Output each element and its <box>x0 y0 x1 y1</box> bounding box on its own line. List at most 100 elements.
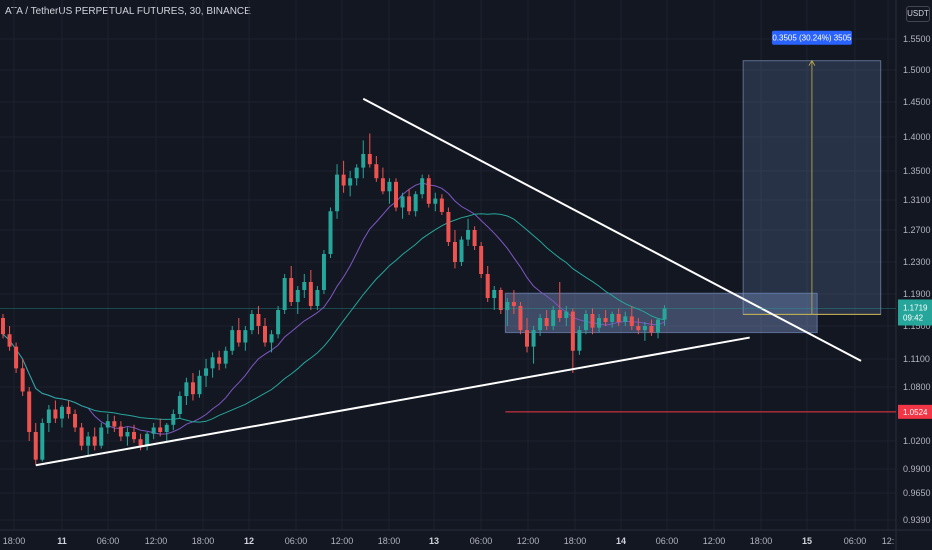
candle-body <box>184 382 189 396</box>
price-tick-label: 1.5500 <box>903 34 931 44</box>
candle-body <box>459 239 464 262</box>
candle-body <box>400 196 405 208</box>
position-label-box <box>771 30 852 45</box>
price-tick-label: 1.3100 <box>903 195 931 205</box>
candle-body <box>420 178 425 195</box>
candle-body <box>531 330 536 347</box>
candle-body <box>557 310 562 318</box>
candle-body <box>583 314 588 331</box>
price-tick-label: 1.4500 <box>903 97 931 107</box>
candle-body <box>302 282 307 290</box>
time-tick-label: 06:00 <box>285 536 308 546</box>
ma-slow-line <box>2 213 665 423</box>
price-tick-label: 1.5000 <box>903 65 931 75</box>
candle-body <box>466 230 471 240</box>
time-tick-label: 18:00 <box>564 536 587 546</box>
candle-body <box>380 178 385 192</box>
candle-body <box>348 178 353 186</box>
candle-body <box>335 174 340 212</box>
time-tick-label: 12:00 <box>517 536 540 546</box>
ascending-trendline <box>35 336 750 467</box>
candle-body <box>479 246 484 274</box>
candle-body <box>223 350 228 364</box>
candle-body <box>7 334 12 347</box>
time-tick-label: 18:00 <box>3 536 26 546</box>
candle-body <box>282 278 287 310</box>
time-tick-label: 06:00 <box>97 536 120 546</box>
candle-body <box>73 414 78 428</box>
candle-body <box>86 436 91 446</box>
price-tick-label: 1.3500 <box>903 166 931 176</box>
candle-body <box>472 230 477 246</box>
candle-body <box>426 178 431 204</box>
candle-body <box>105 421 110 428</box>
position-label: 0.3505 (30.24%) 3505 <box>772 34 852 43</box>
candle-body <box>210 357 215 369</box>
candle-body <box>413 194 418 212</box>
candle-body <box>92 436 97 446</box>
candle-body <box>656 319 660 333</box>
candle-body <box>20 368 25 392</box>
price-tick-label: 1.2300 <box>903 257 931 267</box>
chart-overlays: 0.3505 (30.24%) 3505 <box>0 30 896 413</box>
descending-trendline <box>362 97 862 362</box>
candle-body <box>132 432 136 440</box>
candle-body <box>236 330 241 343</box>
currency-badge[interactable]: USDT <box>906 6 930 22</box>
candle-body <box>518 306 523 331</box>
price-tick-label: 1.1900 <box>903 289 931 299</box>
candle-body <box>616 314 621 322</box>
candle-body <box>158 427 163 432</box>
candle-body <box>295 290 300 302</box>
time-tick-label: 18:00 <box>750 536 773 546</box>
candle-body <box>308 282 313 306</box>
candle-body <box>603 318 608 322</box>
trendlines <box>35 97 862 467</box>
consolidation-zone <box>504 292 818 334</box>
time-tick-label: 11 <box>57 536 67 546</box>
time-tick-label: 12:00 <box>331 536 354 546</box>
chart-zones <box>504 59 882 334</box>
candle-body <box>118 426 123 437</box>
candle-body <box>112 421 117 427</box>
price-tick-label: 1.0200 <box>903 436 931 446</box>
candle-body <box>217 357 222 364</box>
candle-body <box>341 174 346 186</box>
price-axis: 1.5500 1.5000 1.4500 1.4000 1.3500 1.3100 1.27… <box>898 34 932 525</box>
candle-body <box>354 167 359 179</box>
candle-body <box>511 302 516 306</box>
candle-body <box>321 254 326 290</box>
candle-body <box>538 318 543 331</box>
candle-body <box>125 432 130 437</box>
candle-body <box>99 427 104 446</box>
candle-body <box>498 290 503 310</box>
price-tick-label: 1.1500 <box>903 321 931 331</box>
candle-body <box>551 310 556 326</box>
candle-body <box>230 330 235 351</box>
candle-body <box>642 326 647 331</box>
candle-body <box>289 278 294 302</box>
time-tick-label: 12: <box>882 536 895 546</box>
candle-body <box>636 326 641 331</box>
candle-body <box>374 164 379 179</box>
stop-price-label: 1.0524 <box>903 408 928 417</box>
time-tick-label: 06:00 <box>844 536 867 546</box>
candle-body <box>249 314 254 331</box>
candle-body <box>46 409 51 423</box>
time-tick-label: 13 <box>429 536 439 546</box>
candle-body <box>610 314 615 322</box>
candle-body <box>662 308 667 320</box>
candle-body <box>59 406 64 419</box>
candle-body <box>204 368 209 376</box>
candle-body <box>256 314 261 326</box>
candle-body <box>361 154 366 168</box>
candle-body <box>145 433 150 446</box>
time-tick-label: 18:00 <box>192 536 215 546</box>
candle-body <box>66 406 71 414</box>
target-arrowhead <box>808 59 816 66</box>
candle-body <box>433 198 438 204</box>
candle-body <box>171 414 176 425</box>
time-tick-label: 06:00 <box>470 536 493 546</box>
